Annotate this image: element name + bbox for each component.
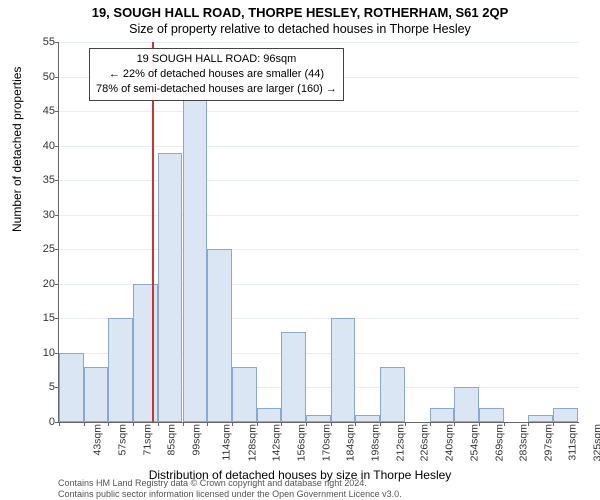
x-tick-mark: [430, 422, 431, 426]
x-tick-label: 212sqm: [394, 424, 406, 461]
x-tick-label: 142sqm: [271, 424, 283, 461]
x-tick-mark: [108, 422, 109, 426]
x-tick-mark: [84, 422, 85, 426]
histogram-bar: [207, 249, 232, 422]
y-tick-mark: [55, 180, 59, 181]
x-tick-label: 198sqm: [369, 424, 381, 461]
x-tick-mark: [158, 422, 159, 426]
x-tick-label: 71sqm: [141, 424, 153, 456]
plot-area: 051015202530354045505543sqm57sqm71sqm85s…: [58, 42, 579, 423]
y-tick-label: 20: [31, 278, 55, 290]
x-tick-mark: [479, 422, 480, 426]
x-tick-label: 226sqm: [419, 424, 431, 461]
x-tick-mark: [183, 422, 184, 426]
x-tick-label: 240sqm: [444, 424, 456, 461]
y-tick-label: 35: [31, 174, 55, 186]
x-tick-label: 156sqm: [295, 424, 307, 461]
y-tick-label: 45: [31, 105, 55, 117]
histogram-bar: [108, 318, 133, 422]
gridline: [59, 180, 579, 181]
x-tick-label: 57sqm: [117, 424, 129, 456]
x-tick-label: 283sqm: [518, 424, 530, 461]
footer-line2: Contains public sector information licen…: [58, 489, 402, 499]
histogram-bar: [454, 387, 479, 422]
y-tick-mark: [55, 215, 59, 216]
x-tick-mark: [133, 422, 134, 426]
y-tick-mark: [55, 77, 59, 78]
y-tick-label: 55: [31, 36, 55, 48]
histogram-bar: [355, 415, 380, 422]
x-tick-label: 114sqm: [220, 424, 232, 461]
histogram-bar: [479, 408, 504, 422]
gridline: [59, 42, 579, 43]
x-tick-mark: [59, 422, 60, 426]
x-tick-mark: [257, 422, 258, 426]
y-tick-mark: [55, 111, 59, 112]
histogram-bar: [232, 367, 257, 422]
x-tick-mark: [207, 422, 208, 426]
y-tick-mark: [55, 42, 59, 43]
x-tick-mark: [454, 422, 455, 426]
x-tick-label: 311sqm: [566, 424, 578, 461]
x-tick-mark: [405, 422, 406, 426]
x-tick-label: 297sqm: [542, 424, 554, 461]
y-tick-label: 10: [31, 347, 55, 359]
footer-attribution: Contains HM Land Registry data © Crown c…: [58, 478, 402, 499]
gridline: [59, 146, 579, 147]
x-tick-label: 269sqm: [493, 424, 505, 461]
annotation-line2: ← 22% of detached houses are smaller (44…: [96, 67, 337, 82]
y-tick-label: 0: [31, 416, 55, 428]
annotation-line1: 19 SOUGH HALL ROAD: 96sqm: [96, 52, 337, 67]
y-tick-label: 50: [31, 71, 55, 83]
annotation-box: 19 SOUGH HALL ROAD: 96sqm ← 22% of detac…: [89, 48, 344, 101]
y-tick-mark: [55, 249, 59, 250]
histogram-bar: [331, 318, 356, 422]
y-tick-mark: [55, 146, 59, 147]
gridline: [59, 111, 579, 112]
x-tick-mark: [281, 422, 282, 426]
histogram-bar: [59, 353, 84, 422]
x-tick-label: 325sqm: [592, 424, 600, 461]
x-tick-mark: [306, 422, 307, 426]
x-tick-mark: [504, 422, 505, 426]
y-tick-label: 30: [31, 209, 55, 221]
y-tick-mark: [55, 318, 59, 319]
x-tick-label: 184sqm: [345, 424, 357, 461]
chart-subtitle: Size of property relative to detached ho…: [0, 22, 600, 36]
histogram-bar: [281, 332, 306, 422]
chart-title-address: 19, SOUGH HALL ROAD, THORPE HESLEY, ROTH…: [0, 5, 600, 20]
y-tick-label: 15: [31, 312, 55, 324]
y-tick-label: 5: [31, 381, 55, 393]
x-tick-mark: [528, 422, 529, 426]
histogram-bar: [430, 408, 455, 422]
y-tick-label: 40: [31, 140, 55, 152]
histogram-bar: [528, 415, 553, 422]
x-tick-label: 85sqm: [166, 424, 178, 456]
x-tick-mark: [232, 422, 233, 426]
gridline: [59, 215, 579, 216]
y-tick-mark: [55, 284, 59, 285]
histogram-bar: [84, 367, 109, 422]
x-tick-mark: [355, 422, 356, 426]
x-tick-label: 170sqm: [320, 424, 332, 461]
annotation-line3: 78% of semi-detached houses are larger (…: [96, 82, 337, 97]
x-tick-label: 254sqm: [468, 424, 480, 461]
footer-line1: Contains HM Land Registry data © Crown c…: [58, 478, 402, 488]
x-tick-mark: [331, 422, 332, 426]
histogram-bar: [257, 408, 282, 422]
histogram-bar: [183, 90, 208, 422]
y-tick-label: 25: [31, 243, 55, 255]
histogram-bar: [306, 415, 331, 422]
x-tick-mark: [380, 422, 381, 426]
x-tick-mark: [553, 422, 554, 426]
chart-container: 19, SOUGH HALL ROAD, THORPE HESLEY, ROTH…: [0, 0, 600, 500]
y-axis-label: Number of detached properties: [10, 67, 24, 232]
gridline: [59, 249, 579, 250]
x-tick-label: 128sqm: [246, 424, 258, 461]
x-tick-label: 43sqm: [92, 424, 104, 456]
histogram-bar: [158, 153, 183, 422]
histogram-bar: [553, 408, 578, 422]
x-tick-label: 99sqm: [191, 424, 203, 456]
histogram-bar: [380, 367, 405, 422]
